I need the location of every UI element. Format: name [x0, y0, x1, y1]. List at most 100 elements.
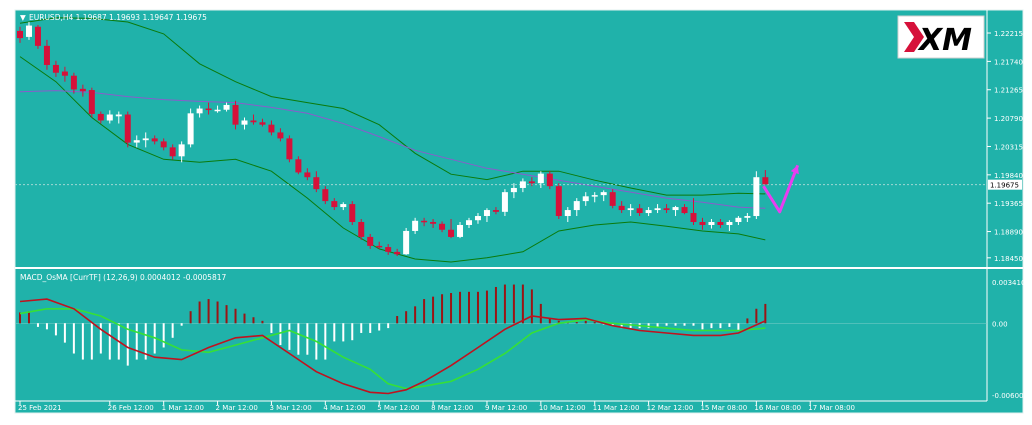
candle-bull[interactable] — [519, 181, 526, 188]
candle-bear[interactable] — [17, 30, 23, 39]
candle-bear[interactable] — [61, 71, 68, 76]
candle-bear[interactable] — [546, 173, 553, 187]
candle-bear[interactable] — [151, 138, 158, 142]
candle-bull[interactable] — [474, 216, 481, 221]
candle-bull[interactable] — [187, 113, 194, 145]
candle-bear[interactable] — [439, 223, 446, 230]
candle-bull[interactable] — [537, 173, 544, 184]
candle-bull[interactable] — [178, 144, 185, 157]
candle-bull[interactable] — [483, 210, 490, 217]
candle-bear[interactable] — [232, 104, 239, 125]
candle-bear[interactable] — [79, 88, 86, 92]
price-panel[interactable] — [15, 17, 987, 263]
candle-bear[interactable] — [385, 247, 392, 252]
candle-bull[interactable] — [340, 204, 347, 208]
candle-bear[interactable] — [609, 192, 616, 206]
candle-bull[interactable] — [223, 104, 230, 110]
candle-bear[interactable] — [304, 172, 311, 178]
candle-bull[interactable] — [600, 192, 607, 196]
candle-bull[interactable] — [753, 177, 760, 217]
candle-bull[interactable] — [627, 208, 634, 211]
candle-bear[interactable] — [169, 147, 176, 157]
candle-bull[interactable] — [582, 196, 589, 202]
candle-bear[interactable] — [528, 181, 535, 184]
candle-bull[interactable] — [672, 207, 679, 211]
candle-bull[interactable] — [106, 114, 113, 121]
candle-bear[interactable] — [286, 138, 293, 160]
candle-bull[interactable] — [744, 216, 751, 218]
candle-bear[interactable] — [97, 113, 104, 121]
candle-bull[interactable] — [501, 192, 508, 212]
symbol-dropdown-icon[interactable]: ▼ — [20, 13, 26, 22]
candle-bull[interactable] — [196, 108, 203, 114]
candle-bear[interactable] — [690, 213, 697, 222]
macd-tick-label: 0.0034107 — [992, 279, 1030, 287]
candle-bear[interactable] — [492, 210, 499, 212]
candle-bear[interactable] — [205, 108, 212, 111]
candle-bear[interactable] — [160, 141, 167, 148]
candle-bear[interactable] — [313, 177, 320, 190]
candle-bear[interactable] — [358, 221, 365, 237]
macd-main-line — [19, 298, 766, 395]
time-tick-label: 17 Mar 08:00 — [808, 404, 855, 412]
candle-bull[interactable] — [25, 25, 32, 37]
candle-bear[interactable] — [88, 90, 95, 114]
candle-bear[interactable] — [295, 159, 302, 173]
candle-bull[interactable] — [654, 208, 661, 211]
candle-bear[interactable] — [34, 26, 41, 46]
candle-bear[interactable] — [124, 114, 131, 143]
candle-bear[interactable] — [636, 208, 643, 214]
candle-bear[interactable] — [618, 205, 625, 211]
candle-bear[interactable] — [70, 75, 77, 90]
price-tick-label: 1.22215 — [994, 30, 1023, 38]
candle-bull[interactable] — [214, 109, 221, 112]
candle-bear[interactable] — [421, 220, 428, 223]
candle-bull[interactable] — [457, 224, 464, 237]
time-tick-label: 8 Mar 12:00 — [431, 404, 473, 412]
candle-bear[interactable] — [52, 64, 59, 73]
candle-bear[interactable] — [448, 229, 455, 237]
time-tick-label: 26 Feb 12:00 — [108, 404, 154, 412]
candle-bull[interactable] — [403, 230, 410, 255]
candle-bull[interactable] — [412, 220, 419, 231]
candle-bear[interactable] — [331, 201, 338, 208]
candle-bull[interactable] — [726, 221, 733, 225]
candle-bear[interactable] — [43, 45, 50, 65]
candle-bear[interactable] — [663, 208, 670, 211]
candle-bear[interactable] — [699, 221, 706, 225]
macd-tick-label: 0.00 — [992, 320, 1008, 328]
candle-bear[interactable] — [717, 221, 724, 225]
macd-indicator-title: MACD_OsMA [CurrTF] (12,26,9) 0.0004012 -… — [20, 273, 226, 282]
candle-bull[interactable] — [735, 217, 742, 222]
candle-bull[interactable] — [564, 210, 571, 217]
candle-bear[interactable] — [394, 251, 401, 255]
candle-bull[interactable] — [510, 187, 517, 193]
candle-bull[interactable] — [466, 220, 472, 225]
candle-bull[interactable] — [645, 210, 652, 214]
candle-bull[interactable] — [573, 201, 580, 211]
candle-bear[interactable] — [376, 245, 383, 248]
candle-bear[interactable] — [259, 122, 266, 125]
candle-bull[interactable] — [133, 140, 140, 143]
candle-bear[interactable] — [277, 132, 284, 139]
macd-panel[interactable] — [15, 284, 987, 395]
chart-frame — [14, 9, 1024, 414]
candle-bear[interactable] — [250, 120, 257, 123]
candle-bear[interactable] — [367, 236, 374, 246]
candle-bear[interactable] — [555, 186, 562, 217]
price-tick-label: 1.21265 — [994, 87, 1023, 95]
candle-bull[interactable] — [591, 195, 598, 197]
candle-bull[interactable] — [708, 221, 715, 225]
current-price-tag — [988, 179, 1022, 190]
candle-bull[interactable] — [115, 114, 122, 117]
candle-bear[interactable] — [349, 204, 356, 222]
candle-bull[interactable] — [142, 138, 149, 141]
candle-bear[interactable] — [430, 221, 437, 224]
candle-bear[interactable] — [322, 189, 329, 202]
candle-bear[interactable] — [268, 124, 275, 133]
candle-bear[interactable] — [762, 177, 769, 185]
candle-bull[interactable] — [241, 120, 248, 125]
candle-bear[interactable] — [681, 207, 688, 214]
